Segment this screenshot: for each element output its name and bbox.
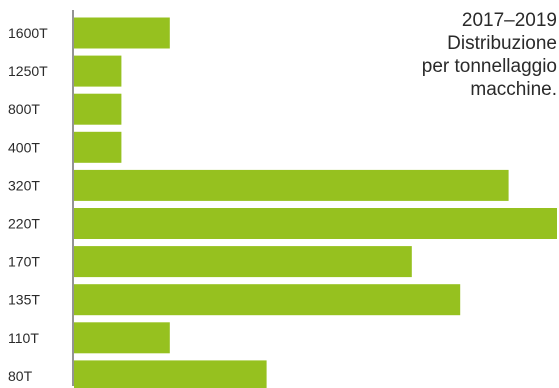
bar-220t [74,208,557,239]
bar-320t [74,169,509,201]
chart-title-block: 2017–2019 Distribuzione per tonnellaggio… [297,9,557,101]
bar-1600t [74,17,170,49]
bar-80t [74,360,267,388]
y-tick-label-320t: 320T [8,177,40,193]
chart-subtitle-line-1: Distribuzione [447,33,557,54]
bars-group [74,17,557,388]
y-tick-label-1250t: 1250T [8,63,48,79]
bar-110t [74,322,170,354]
y-tick-label-135t: 135T [8,292,40,308]
y-tick-label-800t: 800T [8,101,40,117]
y-tick-labels: 1600T 1250T 800T 400T 320T 220T 170T 135T 110T 80… [8,25,48,384]
chart-title: 2017–2019 [461,10,557,31]
bar-400t [74,131,122,163]
y-tick-label-400t: 400T [8,139,40,155]
y-tick-label-170t: 170T [8,254,40,270]
bar-1250t [74,55,122,87]
bar-170t [74,246,412,278]
y-tick-label-1600t: 1600T [8,25,48,41]
bar-135t [74,284,461,316]
chart-subtitle-line-3: macchine. [470,79,557,100]
y-tick-label-110t: 110T [8,330,39,346]
y-tick-label-220t: 220T [8,216,40,232]
y-tick-label-80t: 80T [8,368,33,384]
bar-800t [74,93,122,125]
chart-subtitle-line-2: per tonnellaggio [421,56,557,77]
